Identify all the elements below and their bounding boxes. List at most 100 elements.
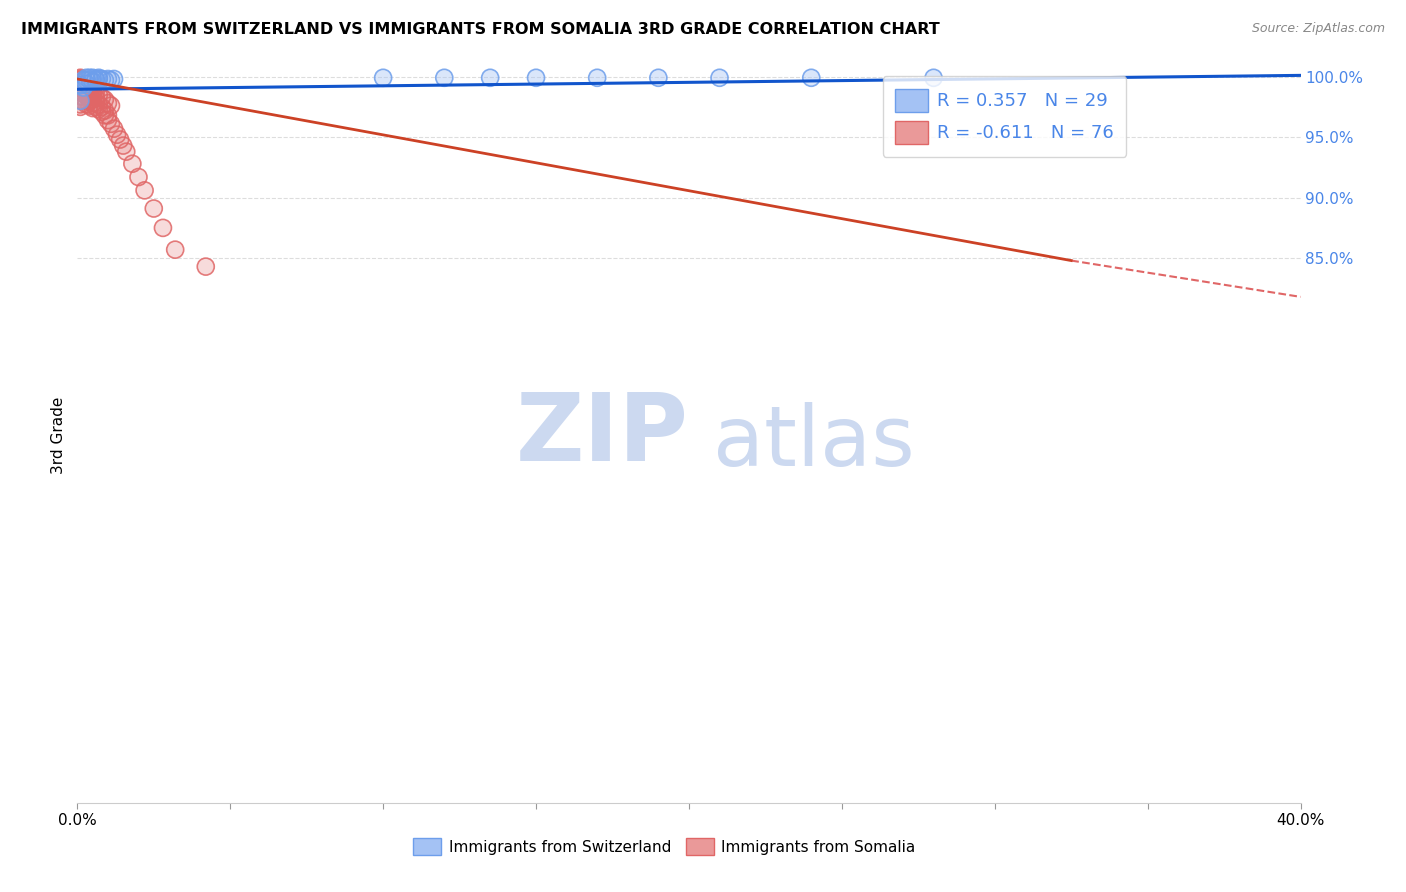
Point (69, 70, 91, 85)
Point (79, 90, 101, 104)
Point (69, 100, 91, 114)
Point (433, 70, 456, 85)
Point (90, 104, 112, 119)
Point (82, 85, 104, 99)
Point (524, 70, 547, 85)
Point (72, 80, 94, 95)
Point (87, 70, 110, 85)
Point (121, 157, 143, 171)
Point (79, 81, 101, 95)
Point (84, 96, 107, 111)
Point (69, 97, 91, 112)
Point (87, 72, 110, 87)
Point (69, 85, 91, 99)
Point (82, 85, 104, 99)
Point (72, 90, 94, 104)
Point (479, 70, 502, 85)
Point (90, 100, 112, 114)
Point (82, 89, 104, 103)
Point (69, 89, 91, 103)
Point (84, 91, 107, 105)
Point (709, 70, 731, 85)
Point (79, 83, 101, 97)
Point (97, 72, 120, 87)
Point (94, 93, 117, 107)
Point (76, 70, 98, 85)
Point (82, 93, 104, 107)
Point (922, 70, 945, 85)
Point (79, 70, 101, 85)
Point (76, 78, 98, 92)
Point (76, 80, 98, 95)
Point (69, 72, 91, 87)
Point (165, 243, 187, 257)
Point (76, 94, 98, 108)
Point (69, 94, 91, 108)
Point (76, 80, 98, 95)
Point (84, 100, 107, 114)
Point (69, 78, 91, 92)
Point (108, 132, 131, 146)
Point (76, 89, 98, 103)
Point (134, 183, 156, 197)
Point (112, 138, 135, 153)
Point (76, 73, 98, 87)
Point (586, 70, 609, 85)
Point (76, 97, 98, 112)
Point (79, 87, 101, 101)
Point (97, 108, 120, 122)
Point (69, 89, 91, 103)
Point (76, 94, 98, 108)
Point (72, 78, 94, 92)
Point (142, 202, 165, 216)
Point (94, 73, 117, 87)
Point (69, 76, 91, 90)
Point (87, 102, 110, 116)
Point (82, 74, 104, 88)
Point (127, 169, 149, 184)
Text: Source: ZipAtlas.com: Source: ZipAtlas.com (1251, 22, 1385, 36)
Point (84, 72, 107, 87)
Point (152, 220, 174, 235)
Point (103, 72, 125, 87)
Point (69, 76, 91, 90)
Point (79, 80, 101, 95)
Point (82, 83, 104, 97)
Point (82, 83, 104, 97)
Point (97, 72, 120, 87)
Point (69, 97, 91, 112)
Point (97, 108, 120, 122)
Point (100, 73, 122, 87)
Point (76, 78, 98, 92)
Point (69, 70, 91, 85)
Point (84, 85, 107, 99)
Point (82, 89, 104, 103)
Point (97, 113, 120, 128)
Point (90, 72, 112, 87)
Point (105, 128, 128, 142)
Point (79, 81, 101, 95)
Point (79, 78, 101, 92)
Point (76, 85, 98, 99)
Point (76, 89, 98, 103)
Point (84, 100, 107, 114)
Point (72, 73, 94, 87)
Point (152, 220, 174, 235)
Point (76, 80, 98, 95)
Point (84, 73, 107, 87)
Point (79, 87, 101, 101)
Point (97, 96, 120, 111)
Point (72, 87, 94, 101)
Point (97, 96, 120, 111)
Point (69, 73, 91, 87)
Point (76, 77, 98, 91)
Point (90, 90, 112, 104)
Point (79, 78, 101, 92)
Point (72, 76, 94, 90)
Point (79, 83, 101, 97)
Point (76, 70, 98, 85)
Point (76, 77, 98, 91)
Point (433, 70, 456, 85)
Point (79, 70, 101, 85)
Text: IMMIGRANTS FROM SWITZERLAND VS IMMIGRANTS FROM SOMALIA 3RD GRADE CORRELATION CHA: IMMIGRANTS FROM SWITZERLAND VS IMMIGRANT… (21, 22, 939, 37)
